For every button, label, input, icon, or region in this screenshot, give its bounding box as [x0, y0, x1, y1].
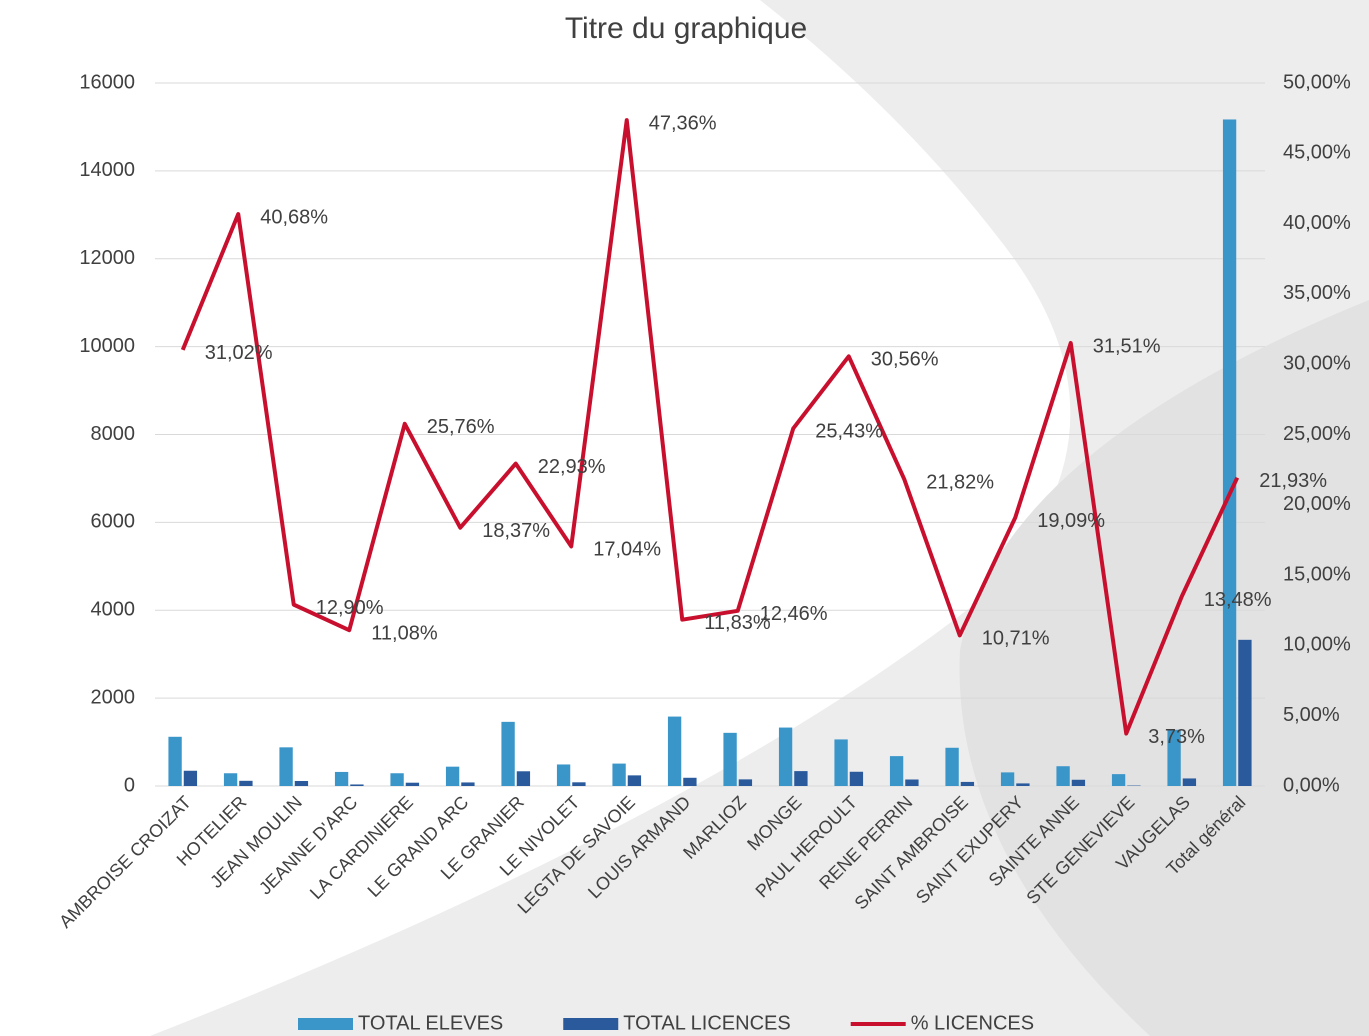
x-tick-label: LE GRAND ARC	[364, 792, 473, 901]
y2-tick-label: 30,00%	[1283, 352, 1351, 374]
x-tick-label: LA CARDINIERE	[306, 792, 417, 903]
legend-label: TOTAL LICENCES	[623, 1012, 790, 1034]
y-tick-label: 10000	[79, 335, 135, 357]
bar	[889, 756, 904, 786]
data-label: 31,51%	[1093, 335, 1161, 357]
y-tick-label: 6000	[91, 511, 136, 533]
y2-tick-label: 20,00%	[1283, 493, 1351, 515]
data-label: 3,73%	[1148, 726, 1205, 748]
data-label: 19,09%	[1037, 510, 1105, 532]
y-tick-label: 14000	[79, 159, 135, 181]
bar	[960, 781, 975, 786]
bar	[1182, 778, 1197, 786]
bar	[738, 779, 753, 786]
data-label: 31,02%	[205, 342, 273, 364]
bar	[834, 739, 848, 786]
data-label: 30,56%	[871, 349, 939, 371]
bar	[294, 780, 309, 786]
y2-tick-label: 5,00%	[1283, 704, 1340, 726]
y2-tick-label: 15,00%	[1283, 563, 1351, 585]
data-label: 12,46%	[760, 603, 828, 625]
bar	[390, 773, 404, 786]
bar	[405, 782, 420, 786]
legend-swatch	[298, 1018, 353, 1030]
x-tick: LA CARDINIERE	[306, 792, 417, 903]
x-tick: AMBROISE CROIZAT	[55, 792, 195, 932]
bar	[1000, 772, 1015, 786]
y2-tick-label: 0,00%	[1283, 774, 1340, 796]
bar	[1071, 779, 1086, 786]
bar	[627, 775, 642, 786]
data-label: 11,83%	[704, 612, 771, 634]
data-label: 40,68%	[260, 206, 328, 228]
data-label: 25,76%	[427, 416, 495, 438]
bar	[1167, 729, 1181, 786]
data-label: 25,43%	[815, 421, 883, 443]
y2-tick-label: 45,00%	[1283, 142, 1351, 164]
bar	[1056, 766, 1070, 786]
data-label: 21,93%	[1259, 470, 1327, 492]
bar	[501, 721, 515, 786]
y2-tick-label: 10,00%	[1283, 634, 1351, 656]
bar	[168, 736, 182, 786]
bar	[223, 773, 238, 786]
data-label: 17,04%	[593, 539, 661, 561]
legend-swatch	[563, 1018, 619, 1030]
bar	[794, 771, 808, 786]
y2-tick-label: 35,00%	[1283, 282, 1351, 304]
y-tick-label: 2000	[91, 686, 136, 708]
data-label: 47,36%	[649, 112, 717, 134]
background-shape	[959, 300, 1369, 1036]
bar	[683, 777, 697, 786]
bar	[905, 779, 919, 786]
x-tick-label: AMBROISE CROIZAT	[55, 792, 195, 932]
y2-tick-label: 40,00%	[1283, 212, 1351, 234]
chart-title: Titre du graphique	[565, 12, 807, 45]
y-tick-label: 0	[124, 774, 135, 796]
bar	[849, 771, 864, 786]
y2-tick-label: 25,00%	[1283, 423, 1351, 445]
y-tick-label: 8000	[91, 423, 136, 445]
y-tick-label: 4000	[91, 599, 136, 621]
bar	[516, 771, 531, 786]
bar	[461, 782, 475, 786]
bar	[1016, 783, 1030, 786]
bar	[945, 747, 959, 786]
bar	[723, 732, 737, 786]
bar	[239, 780, 253, 786]
bar	[1238, 639, 1252, 786]
data-label: 21,82%	[926, 471, 994, 493]
bar	[572, 782, 586, 786]
x-tick-label: JEANNE D'ARC	[255, 792, 361, 898]
bar	[334, 771, 349, 786]
y-tick-label: 16000	[79, 71, 135, 93]
bar	[1111, 774, 1126, 786]
bar	[183, 770, 198, 786]
line	[180, 118, 1240, 736]
data-label: 18,37%	[482, 520, 550, 542]
data-label: 22,93%	[538, 456, 606, 478]
bar	[445, 766, 460, 786]
bar	[556, 764, 571, 786]
bar	[778, 727, 793, 786]
data-label: 13,48%	[1204, 589, 1272, 611]
data-label: 11,08%	[371, 622, 438, 644]
bar	[1222, 119, 1237, 786]
data-label: 10,71%	[982, 628, 1050, 650]
bar	[667, 716, 682, 786]
y2-tick-label: 50,00%	[1283, 71, 1351, 93]
bar	[279, 747, 293, 786]
x-tick: JEANNE D'ARC	[255, 792, 361, 898]
legend-label: % LICENCES	[911, 1012, 1034, 1034]
x-tick: LE GRAND ARC	[364, 792, 473, 901]
legend-label: TOTAL ELEVES	[358, 1012, 503, 1034]
data-label: 12,90%	[316, 597, 384, 619]
bar	[612, 763, 626, 786]
bar	[350, 784, 364, 786]
y-tick-label: 12000	[79, 247, 135, 269]
